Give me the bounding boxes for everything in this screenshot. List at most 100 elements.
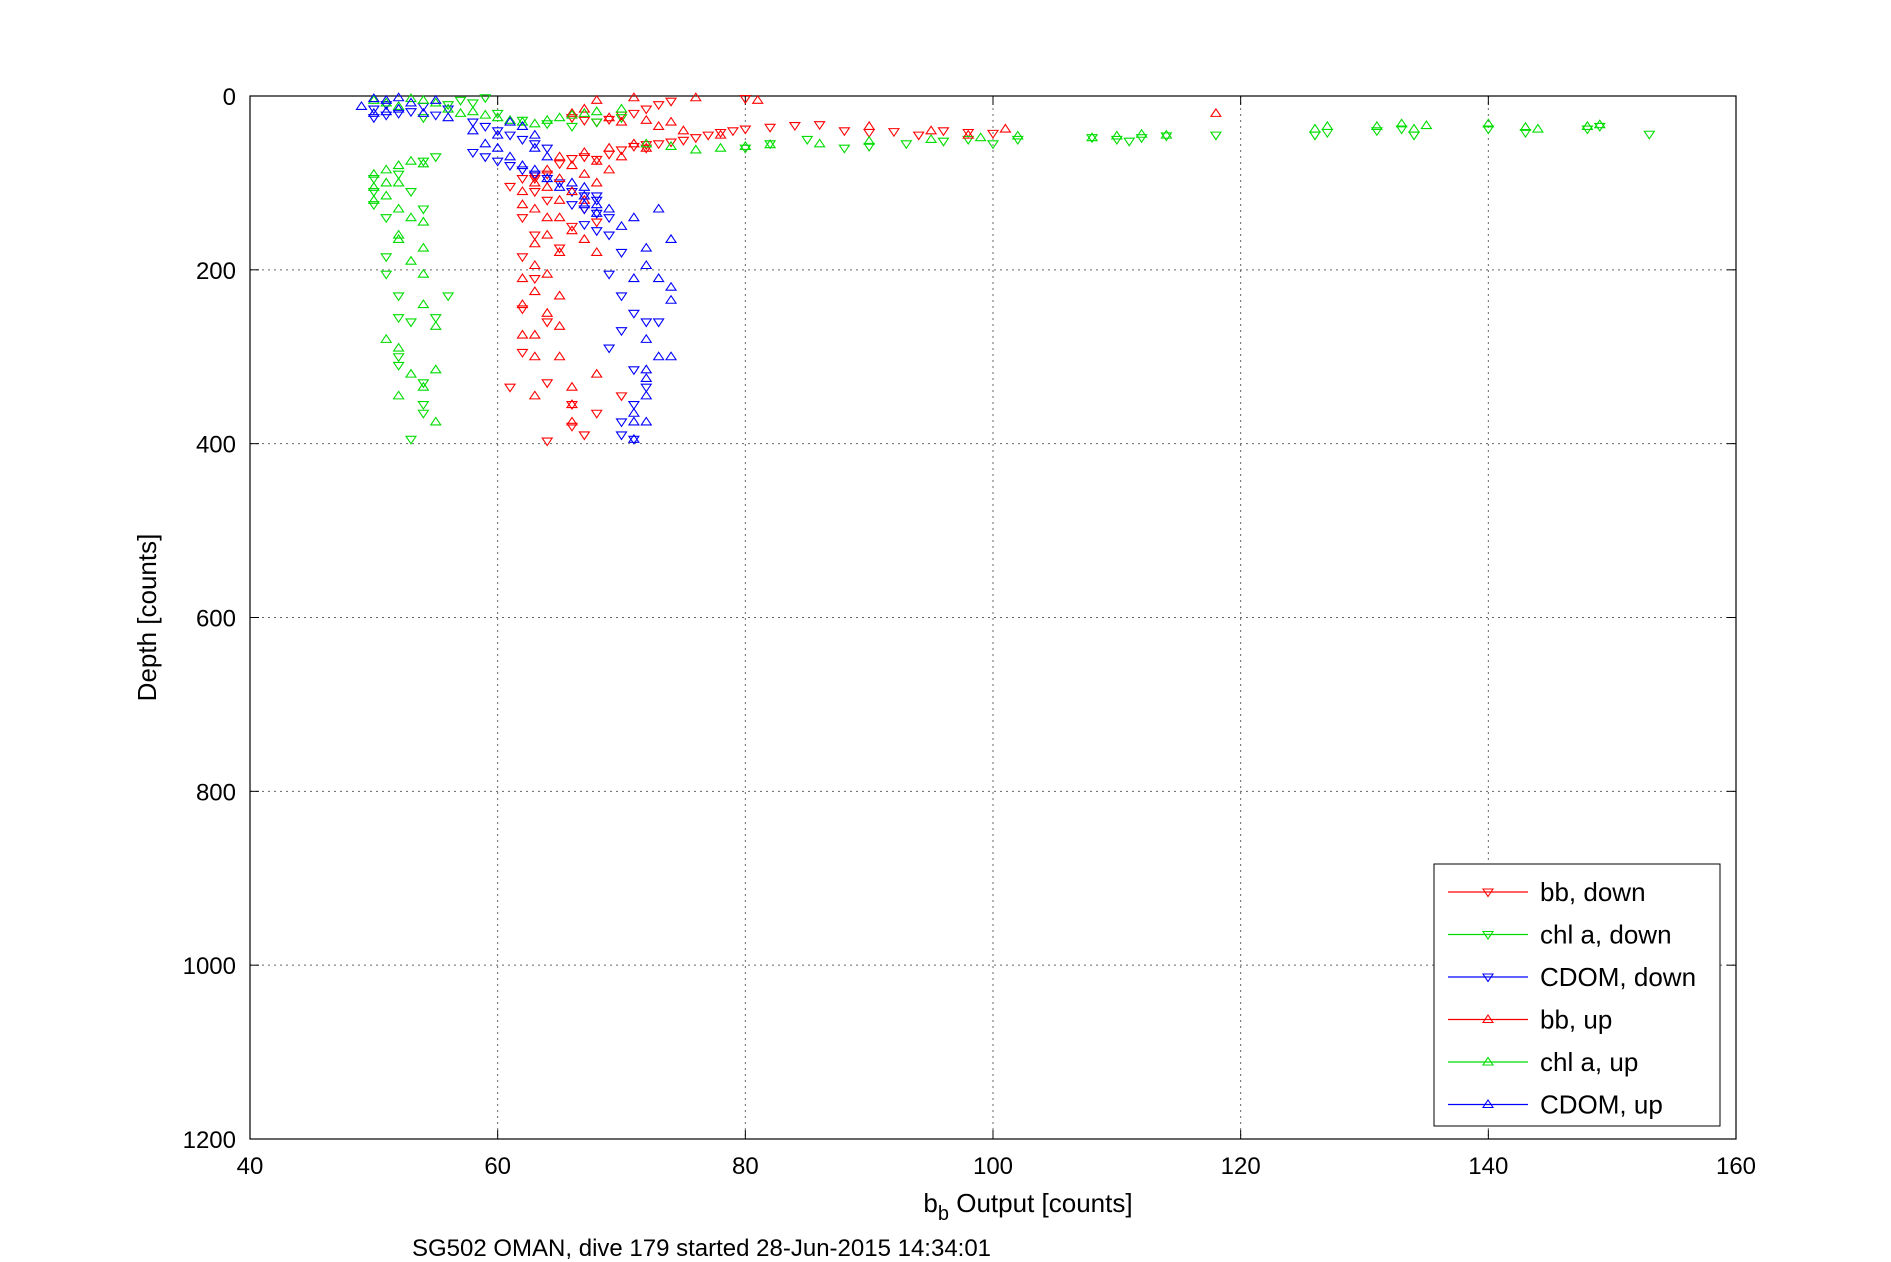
data-point [1482, 118, 1495, 128]
data-point [417, 409, 430, 419]
data-point [392, 342, 405, 352]
data-point [640, 372, 653, 383]
y-tick-label: 0 [223, 84, 236, 111]
data-point [528, 329, 541, 339]
data-point [640, 364, 653, 374]
data-point [627, 366, 640, 376]
data-point [392, 160, 405, 170]
data-point [553, 112, 566, 122]
data-point [627, 212, 640, 222]
data-point [590, 192, 603, 202]
data-point [974, 132, 987, 142]
data-point [565, 416, 578, 426]
data-point [541, 173, 554, 183]
data-point [689, 92, 702, 102]
data-point [590, 118, 603, 128]
data-point [640, 242, 653, 252]
data-point [590, 368, 603, 378]
data-point [404, 93, 418, 103]
data-point [404, 212, 418, 222]
data-point [887, 128, 900, 138]
data-point [417, 114, 430, 124]
data-point [541, 437, 554, 447]
data-point [565, 155, 578, 165]
data-point [640, 138, 653, 148]
data-point [553, 181, 566, 191]
data-point [380, 106, 393, 116]
data-point [578, 147, 591, 157]
data-point [739, 95, 752, 105]
legend-label: chl a, up [1540, 1047, 1638, 1077]
data-point [541, 229, 554, 239]
data-point [986, 129, 1000, 139]
data-point [466, 148, 479, 158]
data-point [565, 422, 578, 432]
legend-marker [1481, 930, 1495, 940]
data-point [627, 309, 640, 319]
data-point [528, 140, 541, 150]
data-point [380, 190, 393, 200]
data-point [392, 353, 405, 363]
data-point [1086, 134, 1099, 144]
data-point [504, 114, 517, 124]
data-point [1395, 118, 1408, 128]
data-point [528, 175, 541, 185]
data-point [627, 109, 640, 119]
data-point [404, 97, 418, 107]
data-point [937, 137, 950, 147]
data-point [479, 138, 492, 148]
data-point [751, 94, 764, 104]
data-point [813, 121, 826, 131]
data-point [466, 118, 479, 128]
data-point [479, 153, 492, 163]
data-point [652, 140, 665, 150]
data-point [739, 140, 752, 150]
data-point [528, 164, 541, 174]
data-point [603, 344, 616, 354]
data-point [380, 214, 393, 224]
data-point [603, 270, 616, 280]
data-point [615, 151, 628, 161]
data-point [553, 173, 566, 183]
data-point [553, 246, 566, 256]
data-point [528, 188, 541, 198]
data-point [615, 114, 628, 124]
data-point [392, 361, 405, 371]
data-point [1086, 132, 1099, 142]
legend-label: bb, down [1540, 877, 1646, 907]
data-point [417, 157, 430, 167]
data-point [565, 160, 578, 170]
legend-label: bb, up [1540, 1005, 1612, 1035]
data-point [1160, 132, 1173, 142]
data-point [417, 107, 430, 117]
data-point [590, 155, 603, 165]
data-point [541, 318, 554, 328]
data-point [392, 92, 405, 102]
data-point [962, 128, 975, 138]
data-point [665, 281, 678, 291]
data-point [504, 182, 517, 192]
data-point [553, 351, 566, 361]
data-point [1593, 119, 1606, 129]
data-point [863, 135, 876, 145]
data-point [429, 153, 442, 163]
data-point [590, 209, 603, 219]
data-point [553, 212, 566, 222]
data-point [937, 127, 950, 137]
legend-label: CDOM, up [1540, 1090, 1663, 1120]
data-point [615, 248, 628, 258]
data-point [900, 140, 913, 150]
data-point [665, 294, 678, 304]
data-point [541, 151, 554, 161]
figure-caption: SG502 OMAN, dive 179 started 28-Jun-2015… [412, 1235, 991, 1262]
data-point [380, 270, 393, 280]
data-point [912, 131, 925, 141]
data-point [367, 188, 380, 198]
data-point [392, 203, 405, 213]
data-point [565, 107, 578, 117]
x-tick-label: 160 [1716, 1153, 1756, 1180]
data-point [380, 111, 393, 121]
data-point [442, 105, 455, 115]
data-point [627, 273, 640, 283]
